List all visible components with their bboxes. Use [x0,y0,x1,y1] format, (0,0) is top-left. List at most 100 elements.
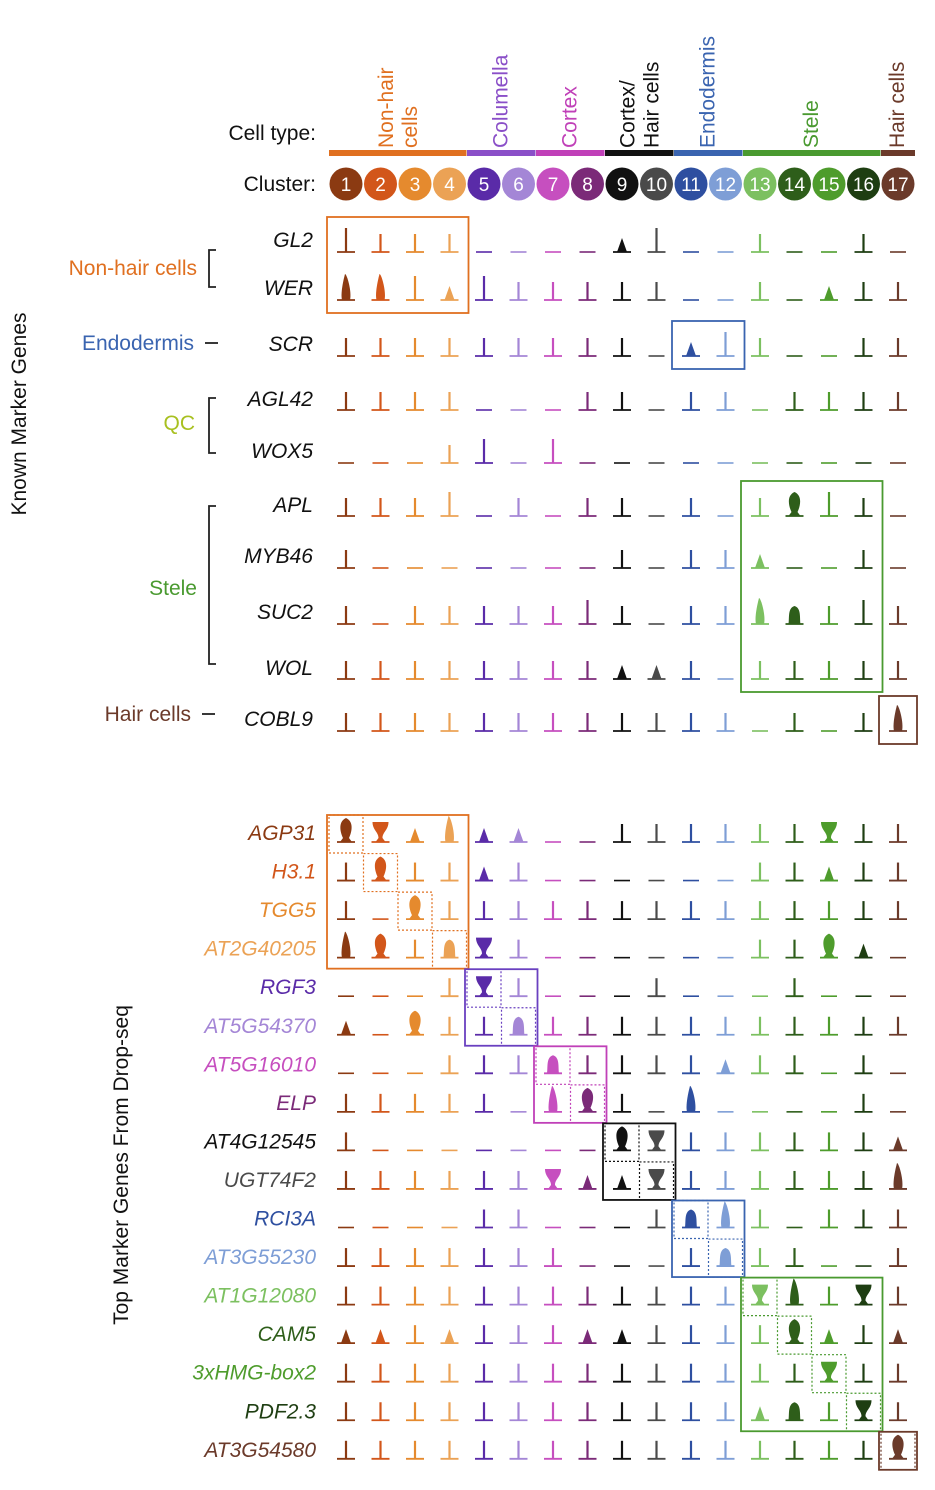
group-bracket [208,249,216,288]
violin-mark [616,1126,628,1151]
cluster-number: 17 [887,175,908,196]
violin-mark [893,1329,903,1344]
violin-mark [374,856,387,881]
top-highlight-box [533,1045,608,1124]
top-gene-label: H3.1 [272,861,316,884]
top-diagonal-cell [500,1007,537,1047]
cluster-circle [812,167,846,201]
violin-mark [648,1130,665,1151]
known-group-label: Stele [149,577,197,600]
cluster-number: 8 [582,175,593,196]
violin-mark [410,828,420,842]
violin-mark [548,1085,558,1112]
violin-mark [893,705,903,731]
cluster-circle [778,167,811,201]
cluster-circle [605,167,639,201]
violin-mark [686,1085,696,1112]
top-diagonal-cell [397,891,433,931]
violin-mark [686,342,696,356]
cluster-circle [743,167,777,201]
violin-mark [409,895,421,920]
violin-mark [341,931,351,958]
cluster-number: 1 [341,175,352,196]
cluster-number: 10 [646,175,667,196]
known-gene-label: AGL42 [246,388,314,411]
cell-type-bar [329,150,467,156]
top-gene-label: AT3G54580 [202,1439,316,1462]
known-gene-label: COBL9 [244,708,313,731]
top-gene-label: AT2G40205 [202,938,316,961]
top-gene-label: PDF2.3 [245,1400,317,1423]
known-gene-label: WOL [265,657,313,680]
known-gene-label: SUC2 [257,601,313,624]
violin-mark [512,1016,525,1035]
cluster-circle [709,167,742,201]
top-diagonal-cell [638,1161,675,1201]
top-gene-label: AT5G16010 [202,1053,316,1076]
violin-mark [581,1087,594,1112]
top-gene-label: RGF3 [260,976,316,999]
top-diagonal-cell [845,1392,882,1432]
violin-mark [545,1168,561,1189]
violin-mark [788,1319,801,1344]
cluster-number: 12 [715,175,736,196]
known-highlight-box [878,695,918,745]
top-gene-label: TGG5 [259,899,316,922]
violin-mark [582,1329,593,1344]
cluster-number: 4 [444,175,455,196]
violin-mark [755,1406,765,1421]
known-gene-label: WER [264,277,313,300]
cluster-number: 2 [375,175,386,196]
top-diagonal-cell [811,1354,847,1394]
cell-type-label-line: Non-hair [375,67,398,148]
cell-type-label-line: Cortex/ [616,80,639,148]
cell-type-bar [605,150,674,156]
violin-mark [855,1400,872,1421]
violin-mark [755,598,765,624]
group-bracket [208,505,216,665]
violin-mark [617,1329,627,1344]
cluster-circle [881,167,915,201]
known-gene-label: SCR [269,333,313,356]
known-gene-label: APL [271,494,313,517]
violin-mark [341,1329,351,1344]
cluster-circle [398,167,432,201]
known-gene-label: WOX5 [251,440,313,463]
cluster-circle [364,167,397,201]
violin-mark [858,943,869,958]
known-group-label: Non-hair cells [69,257,197,280]
violin-mark [443,939,456,958]
cell-type-label-line: Hair cells [886,62,909,148]
cluster-number: 7 [548,175,559,196]
violin-mark [893,1162,903,1189]
cluster-number: 5 [479,175,490,196]
violin-mark [513,828,524,842]
violin-mark [341,1020,351,1035]
top-diagonal-cell [742,1276,778,1317]
violin-mark [617,1174,627,1189]
top-highlight-box [671,1199,746,1278]
violin-mark [719,1248,732,1267]
top-gene-label: AT3G55230 [202,1246,316,1269]
violin-mark [790,1278,799,1305]
cluster-number: 9 [617,175,628,196]
violin-mark [445,816,454,842]
violin-mark [788,606,801,624]
violin-mark [376,274,385,300]
cluster-number: 11 [681,175,701,196]
cluster-circle [571,167,604,201]
top-diagonal-cell [431,930,468,970]
cell-type-label-line: Endodermis [696,36,719,148]
violin-mark [340,818,352,842]
top-highlight-box [740,1276,884,1433]
violin-mark [547,1055,559,1074]
top-diagonal-cell [707,1238,744,1278]
violin-mark [824,286,834,300]
violin-mark [788,1402,801,1421]
cell-type-bar [536,150,605,156]
top-gene-label: AGP31 [246,822,316,845]
cluster-circle [847,167,880,201]
violin-mark [476,937,492,958]
violin-mark [341,274,351,300]
known-highlight-box [740,480,884,693]
